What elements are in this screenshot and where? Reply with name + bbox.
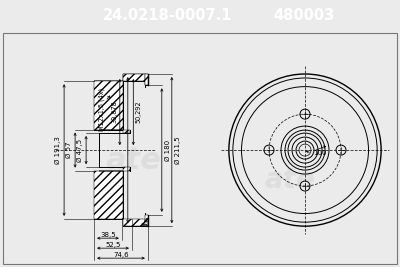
Text: 480003: 480003 — [273, 7, 335, 23]
Polygon shape — [94, 171, 123, 219]
Polygon shape — [99, 167, 130, 171]
Polygon shape — [94, 74, 148, 85]
Text: ate: ate — [264, 166, 316, 194]
Polygon shape — [123, 219, 145, 226]
Text: 4: 4 — [144, 218, 148, 224]
Text: ate: ate — [105, 146, 161, 175]
Text: 50,292: 50,292 — [135, 101, 141, 123]
Text: 24.0218-0007.1: 24.0218-0007.1 — [103, 7, 233, 23]
Polygon shape — [99, 129, 130, 133]
Text: M12x1,5 (4x): M12x1,5 (4x) — [99, 88, 105, 131]
Text: 100: 100 — [313, 150, 326, 156]
Polygon shape — [94, 81, 123, 129]
Text: 74,6: 74,6 — [113, 252, 129, 258]
Polygon shape — [123, 74, 145, 81]
Text: 52,5: 52,5 — [105, 242, 121, 248]
Text: Ø 191,3: Ø 191,3 — [55, 136, 61, 164]
Text: 39,878: 39,878 — [112, 101, 118, 123]
Text: Ø 57: Ø 57 — [66, 142, 72, 158]
Polygon shape — [145, 215, 148, 226]
Text: 38,5: 38,5 — [100, 232, 116, 238]
Text: Ø 47,5: Ø 47,5 — [77, 139, 83, 162]
Polygon shape — [145, 74, 148, 85]
Text: Ø 180: Ø 180 — [165, 140, 171, 161]
Text: Ø 211,5: Ø 211,5 — [175, 136, 181, 164]
